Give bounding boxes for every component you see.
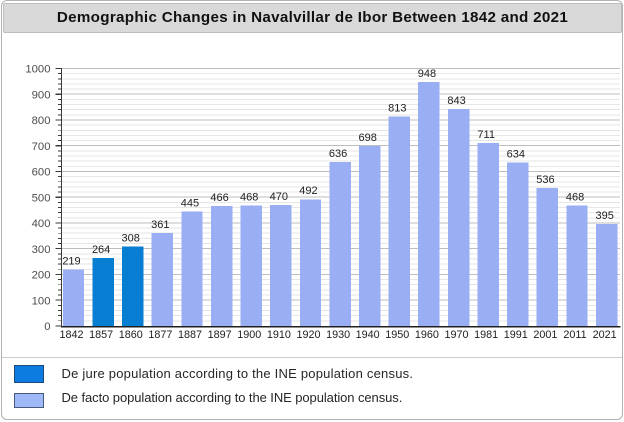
svg-text:400: 400: [32, 218, 51, 230]
svg-text:1900: 1900: [237, 329, 261, 341]
svg-text:466: 466: [210, 192, 228, 204]
svg-text:1950: 1950: [385, 329, 409, 341]
svg-text:1877: 1877: [148, 329, 172, 341]
svg-text:813: 813: [388, 103, 406, 115]
svg-text:1960: 1960: [415, 329, 439, 341]
svg-text:1930: 1930: [326, 329, 350, 341]
svg-text:470: 470: [270, 191, 288, 203]
svg-text:1910: 1910: [267, 329, 291, 341]
svg-text:636: 636: [329, 148, 347, 160]
svg-text:1897: 1897: [208, 329, 232, 341]
svg-text:1000: 1000: [25, 64, 50, 76]
svg-text:600: 600: [32, 167, 51, 179]
svg-text:100: 100: [32, 295, 51, 307]
svg-text:1857: 1857: [89, 329, 113, 341]
svg-text:800: 800: [32, 115, 51, 127]
svg-text:2021: 2021: [593, 329, 617, 341]
svg-text:1981: 1981: [474, 329, 498, 341]
svg-text:948: 948: [418, 68, 436, 80]
svg-text:900: 900: [32, 89, 51, 101]
svg-text:300: 300: [32, 244, 51, 256]
svg-text:361: 361: [151, 219, 169, 231]
svg-text:1842: 1842: [59, 329, 83, 341]
svg-text:1887: 1887: [178, 329, 202, 341]
svg-text:2001: 2001: [533, 329, 557, 341]
svg-text:492: 492: [299, 185, 317, 197]
svg-text:445: 445: [181, 197, 199, 209]
svg-text:468: 468: [240, 191, 258, 203]
svg-text:1991: 1991: [504, 329, 528, 341]
svg-text:711: 711: [477, 129, 495, 141]
svg-text:308: 308: [122, 233, 140, 245]
svg-text:219: 219: [62, 255, 80, 267]
svg-text:1920: 1920: [296, 329, 320, 341]
svg-text:264: 264: [92, 244, 110, 256]
svg-text:2011: 2011: [563, 329, 586, 341]
svg-text:1860: 1860: [119, 329, 143, 341]
svg-text:698: 698: [359, 132, 377, 144]
svg-text:1970: 1970: [445, 329, 469, 341]
svg-text:500: 500: [32, 192, 51, 204]
svg-text:1940: 1940: [356, 329, 380, 341]
svg-text:843: 843: [447, 95, 465, 107]
svg-text:536: 536: [536, 174, 554, 186]
svg-text:700: 700: [32, 141, 51, 153]
svg-text:200: 200: [32, 270, 51, 282]
svg-text:0: 0: [44, 321, 50, 333]
svg-text:468: 468: [566, 191, 584, 203]
svg-text:395: 395: [595, 210, 613, 222]
svg-text:634: 634: [507, 149, 525, 161]
